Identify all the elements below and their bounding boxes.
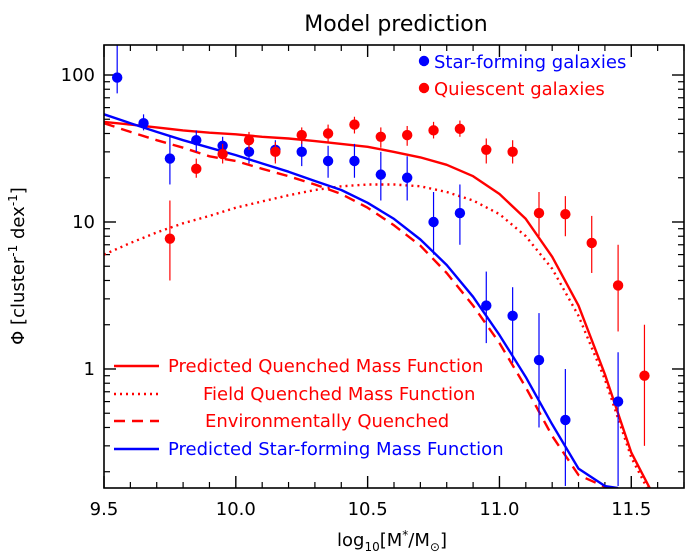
data-point: [322, 155, 334, 167]
data-point: [375, 131, 387, 142]
legend-points: Star-forming galaxies Quiescent galaxies: [418, 52, 626, 100]
data-point: [375, 169, 387, 180]
data-point: [560, 208, 571, 220]
legend-label: Star-forming galaxies: [434, 52, 626, 73]
data-point: [428, 216, 439, 228]
y-tick-label: 1: [84, 359, 95, 380]
data-point: [164, 153, 176, 164]
data-point: [507, 310, 518, 322]
axis-ticks: [103, 45, 685, 488]
data-point: [191, 135, 202, 146]
chart-title: Model prediction: [304, 12, 487, 37]
legend-label: Quiescent galaxies: [434, 79, 605, 100]
tick-labels: 9.5 10.0 10.5 11.0 11.5 1 10 100: [61, 65, 652, 520]
y-tick-label: 100: [61, 65, 95, 86]
x-axis-label: log10[M*/M⊙]: [337, 528, 447, 553]
data-point: [481, 144, 492, 155]
data-point: [138, 118, 149, 129]
data-point: [612, 280, 624, 291]
data-point: [401, 129, 413, 141]
data-point: [428, 125, 439, 136]
model-curve-3: [104, 122, 613, 488]
data-point: [217, 148, 228, 160]
data-point: [270, 146, 281, 158]
data-point: [111, 72, 123, 83]
legend-marker: [418, 82, 430, 94]
x-tick-label: 10.0: [216, 499, 256, 520]
data-point: [612, 396, 624, 407]
data-point: [639, 370, 650, 381]
legend-lines: Predicted Quenched Mass Function Field Qu…: [114, 356, 504, 460]
data-point: [349, 155, 360, 167]
data-point: [586, 237, 597, 249]
data-points: [111, 45, 650, 486]
data-point: [401, 172, 413, 183]
data-point: [481, 300, 492, 311]
data-point: [191, 163, 202, 175]
legend-marker: [418, 55, 430, 67]
x-tick-label: 11.5: [611, 499, 651, 520]
y-axis-label: Φ [cluster-1 dex-1]: [6, 187, 29, 345]
data-point: [454, 207, 466, 219]
x-tick-label: 9.5: [90, 499, 119, 520]
legend-line-label: Predicted Quenched Mass Function: [168, 356, 483, 377]
point-series-2: [164, 116, 650, 446]
plot-area: [103, 44, 685, 489]
x-tick-label: 11.0: [479, 499, 519, 520]
data-point: [164, 233, 176, 244]
data-point: [296, 146, 307, 158]
data-point: [243, 135, 255, 146]
y-tick-label: 10: [72, 212, 95, 233]
data-point: [533, 207, 545, 219]
legend-line-label: Field Quenched Mass Function: [203, 384, 475, 405]
data-point: [349, 119, 360, 130]
plot-frame: [103, 44, 685, 489]
data-point: [322, 128, 334, 139]
legend-line-label: Predicted Star-forming Mass Function: [168, 439, 504, 460]
data-point: [560, 414, 571, 426]
data-point: [507, 146, 518, 158]
data-point: [296, 129, 307, 141]
data-point: [533, 354, 545, 366]
data-point: [454, 123, 466, 135]
data-point: [243, 146, 255, 158]
x-tick-label: 10.5: [348, 499, 388, 520]
legend-line-label: Environmentally Quenched: [205, 411, 449, 432]
